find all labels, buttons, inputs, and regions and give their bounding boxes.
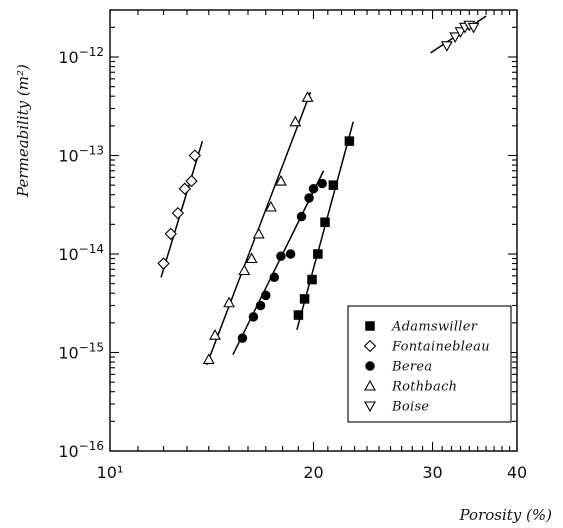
data-point-berea (276, 251, 286, 261)
y-tick-exponent: −14 (79, 242, 104, 256)
data-point-adamswiller (293, 310, 304, 320)
data-point-fontainebleau (185, 174, 198, 188)
legend-marker-berea (365, 361, 375, 371)
data-point-berea (308, 183, 319, 194)
data-points-layer (157, 20, 480, 365)
data-point-rothbach (223, 296, 235, 308)
y-tick-exponent: −13 (79, 143, 104, 157)
fit-line-fontainebleau (160, 140, 204, 278)
data-point-rothbach (264, 200, 277, 212)
y-tick-base: 10 (58, 146, 78, 165)
legend-label-rothbach: Rothbach (391, 380, 457, 395)
y-tick-base: 10 (58, 48, 78, 67)
data-point-fontainebleau (164, 227, 177, 241)
x-tick-label: 10¹ (97, 463, 124, 482)
data-point-adamswiller (344, 136, 355, 146)
legend-label-boise: Boise (391, 400, 429, 415)
data-point-berea (285, 249, 296, 259)
data-point-boise (467, 22, 480, 34)
y-tick-label: 10−15 (58, 340, 104, 362)
data-point-adamswiller (313, 249, 323, 259)
data-point-rothbach (202, 353, 215, 365)
data-point-fontainebleau (188, 149, 202, 162)
legend-marker-rothbach (364, 379, 376, 391)
legend-marker-boise (364, 401, 376, 413)
y-tick-label: 10−13 (58, 143, 104, 165)
data-point-adamswiller (307, 274, 317, 285)
data-point-rothbach (274, 174, 287, 186)
data-point-berea (237, 333, 248, 343)
data-point-fontainebleau (171, 206, 185, 220)
data-point-berea (296, 211, 307, 222)
data-point-adamswiller (328, 180, 339, 190)
legend-marker-adamswiller (365, 321, 375, 331)
x-axis-title: Porosity (%) (459, 506, 553, 524)
data-point-fontainebleau (178, 182, 191, 195)
data-point-boise (440, 41, 453, 52)
data-point-berea (317, 178, 327, 189)
y-tick-base: 10 (58, 343, 78, 362)
y-tick-label: 10−14 (58, 242, 104, 264)
data-point-rothbach (209, 329, 221, 340)
y-tick-label: 10−12 (58, 45, 104, 67)
data-point-rothbach (252, 227, 265, 239)
data-point-boise (454, 27, 467, 38)
y-tick-base: 10 (58, 442, 78, 461)
y-tick-base: 10 (58, 245, 78, 264)
y-tick-label: 10−16 (58, 439, 104, 461)
x-tick-label: 20 (303, 463, 323, 482)
data-point-rothbach (238, 264, 251, 276)
data-point-berea (261, 290, 271, 301)
data-point-berea (304, 193, 314, 203)
y-tick-exponent: −15 (79, 340, 104, 354)
y-tick-exponent: −12 (79, 45, 104, 59)
legend-label-fontainebleau: Fontainebleau (391, 340, 490, 355)
data-point-boise (449, 32, 462, 44)
legend-marker-fontainebleau (363, 339, 377, 353)
data-point-berea (255, 300, 266, 311)
x-tick-label: 30 (422, 463, 442, 482)
data-point-berea (269, 272, 280, 283)
legend: Adamswiller Fontainebleau Berea Rothbach Boi… (347, 305, 512, 423)
data-point-fontainebleau (157, 257, 170, 270)
data-point-rothbach (245, 252, 258, 264)
data-point-berea (248, 312, 259, 322)
legend-label-berea: Berea (391, 360, 432, 375)
x-tick-label: 40 (507, 463, 527, 482)
data-point-rothbach (301, 91, 314, 102)
y-axis-title: Permeability (m²) (14, 64, 32, 198)
data-point-rothbach (289, 115, 302, 127)
axis-titles: Porosity (%) Permeability (m²) (14, 64, 552, 524)
data-point-adamswiller (320, 217, 330, 228)
y-tick-exponent: −16 (79, 439, 104, 453)
legend-label-adamswiller: Adamswiller (391, 320, 478, 335)
data-point-adamswiller (299, 294, 310, 304)
